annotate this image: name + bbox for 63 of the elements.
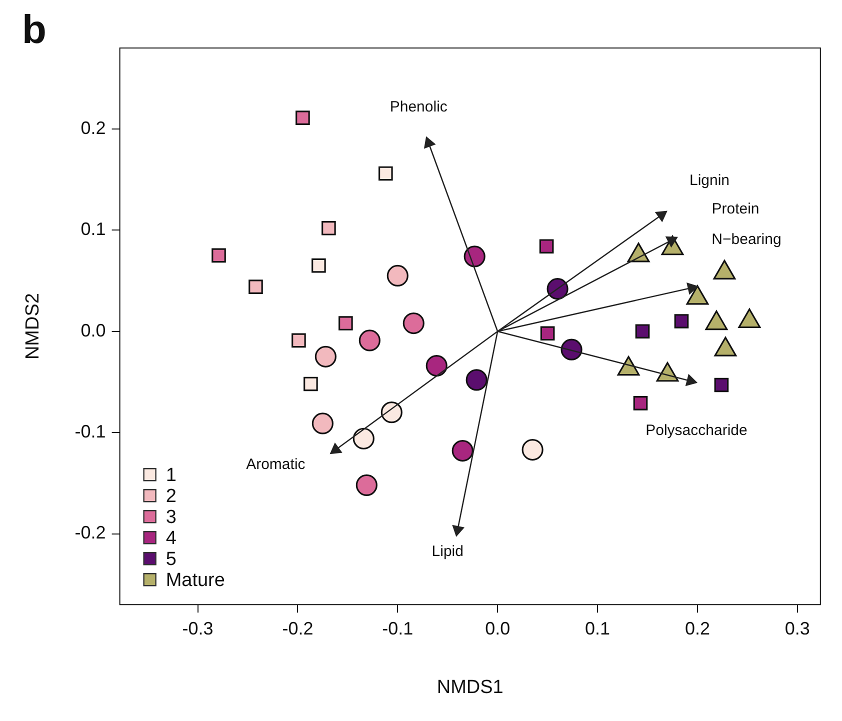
x-tick-label: -0.1: [382, 618, 414, 638]
point: [402, 312, 424, 334]
point: [378, 166, 393, 181]
annotation: Protein: [712, 200, 760, 218]
annotation: Phenolic: [390, 98, 448, 116]
point: [464, 246, 486, 268]
point: [452, 525, 464, 536]
point: [633, 396, 648, 410]
legend-label: 5: [166, 548, 176, 570]
y-tick-label: 0.1: [80, 219, 106, 240]
point: [312, 258, 326, 273]
x-tick-label: -0.3: [182, 618, 214, 638]
annotation: Polysaccharide: [646, 422, 748, 440]
point: [452, 440, 474, 462]
legend-label: Mature: [166, 570, 225, 591]
point: [314, 346, 336, 368]
point: [540, 326, 555, 341]
point: [322, 220, 336, 236]
x-tick-label: -0.2: [282, 618, 314, 638]
legend-label: 4: [166, 528, 177, 549]
point: [386, 264, 408, 286]
point: [426, 354, 448, 377]
point: [296, 110, 310, 125]
point: [539, 239, 554, 254]
point: [358, 330, 380, 352]
point: [522, 438, 544, 461]
annotation: Lipid: [432, 542, 464, 560]
point: [304, 376, 318, 392]
annotation: Aromatic: [246, 456, 306, 473]
point: [674, 314, 689, 328]
y-tick-label: 0.2: [80, 118, 106, 138]
x-tick-label: 0.1: [585, 618, 610, 638]
point: [466, 369, 488, 391]
point: [635, 324, 650, 339]
point: [686, 374, 697, 386]
point: [212, 248, 226, 263]
y-tick-label: 0.0: [80, 320, 106, 340]
legend-label: 1: [166, 464, 176, 486]
y-tick-label: -0.2: [74, 522, 106, 543]
point: [330, 443, 342, 454]
point: [356, 474, 378, 496]
point: [292, 333, 306, 348]
annotation: Lignin: [689, 172, 730, 190]
annotation: N−bearing: [712, 230, 782, 248]
x-axis-title: NMDS1: [436, 676, 504, 698]
legend-label: 2: [166, 486, 176, 507]
text: b: [22, 8, 46, 52]
y-tick-label: -0.1: [74, 422, 106, 442]
point: [655, 210, 668, 222]
point: [352, 428, 374, 450]
x-tick-label: 0.0: [485, 618, 510, 638]
point: [714, 378, 729, 392]
y-axis-title: NMDS2: [22, 293, 44, 360]
point: [338, 316, 353, 330]
point: [560, 338, 582, 360]
point: [248, 280, 263, 294]
legend-label: 3: [166, 506, 176, 528]
x-tick-label: 0.2: [684, 618, 710, 638]
point: [312, 412, 334, 434]
point: [380, 402, 402, 424]
point: [424, 136, 436, 148]
x-tick-label: 0.3: [784, 618, 810, 638]
point: [546, 278, 568, 300]
